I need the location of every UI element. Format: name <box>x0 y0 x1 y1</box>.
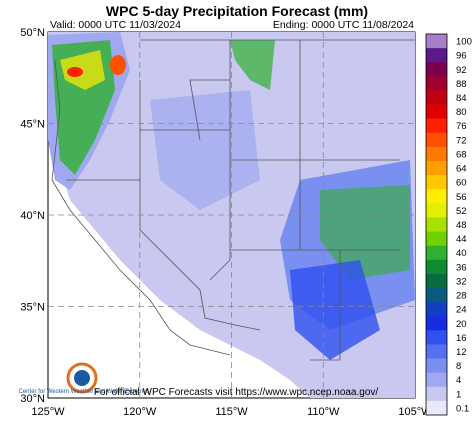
title: WPC 5-day Precipitation Forecast (mm) <box>106 3 368 19</box>
legend-label: 80 <box>456 107 467 118</box>
legend-swatch <box>426 118 447 134</box>
legend-swatch <box>426 344 447 359</box>
legend: 1009692888480767268646056524844403632282… <box>425 33 472 416</box>
legend-swatch <box>426 358 447 373</box>
legend-swatch <box>426 62 447 77</box>
legend-swatch <box>426 259 447 275</box>
legend-label: 48 <box>456 220 467 231</box>
lon-label: 105°W <box>398 406 432 418</box>
legend-swatch <box>426 175 447 190</box>
lat-label: 35°N <box>20 302 45 314</box>
legend-swatch <box>426 146 447 162</box>
legend-label: 96 <box>456 51 467 62</box>
legend-label: 68 <box>456 149 467 160</box>
lon-label: 125°W <box>31 406 65 418</box>
legend-label: 64 <box>456 164 467 175</box>
legend-swatch <box>426 372 447 388</box>
footer: For official WPC Forecasts visit https:/… <box>94 387 379 398</box>
legend-swatch <box>426 104 447 119</box>
legend-swatch <box>426 400 447 416</box>
legend-swatch <box>426 203 447 218</box>
legend-swatch <box>426 302 447 317</box>
ending-time: Ending: 0000 UTC 11/08/2024 <box>273 19 414 31</box>
legend-label: 4 <box>456 375 461 386</box>
legend-swatch <box>426 316 447 331</box>
legend-swatch <box>426 90 447 105</box>
legend-label: 76 <box>456 121 467 132</box>
legend-label: 0.1 <box>456 403 469 414</box>
legend-swatch <box>426 231 447 246</box>
legend-swatch <box>426 132 447 148</box>
lat-label: 50°N <box>20 27 45 39</box>
legend-label: 8 <box>456 361 461 372</box>
lon-label: 120°W <box>123 406 157 418</box>
legend-swatch <box>426 76 447 91</box>
legend-label: 28 <box>456 291 467 302</box>
legend-label: 72 <box>456 135 467 146</box>
lon-label: 110°W <box>307 406 340 418</box>
legend-label: 88 <box>456 79 467 90</box>
legend-label: 1 <box>456 389 461 400</box>
legend-swatch <box>426 161 447 176</box>
legend-label: 44 <box>456 234 467 245</box>
map: Center for Western Weather and Water Ext… <box>19 31 416 399</box>
legend-label: 24 <box>456 305 467 316</box>
legend-label: 60 <box>456 178 467 189</box>
legend-swatch <box>426 386 447 402</box>
legend-border <box>425 33 448 416</box>
logo-text: Center for Western Weather and Water Ext… <box>19 389 150 395</box>
legend-label: 36 <box>456 262 467 273</box>
legend-label: 52 <box>456 206 467 217</box>
legend-swatch <box>426 217 447 232</box>
lon-label: 115°W <box>215 406 248 418</box>
legend-swatch <box>426 245 447 261</box>
legend-label: 16 <box>456 333 467 344</box>
legend-swatch <box>426 330 447 345</box>
legend-label: 32 <box>456 276 467 287</box>
legend-label: 84 <box>456 93 467 104</box>
lat-label: 30°N <box>20 393 45 405</box>
legend-label: 40 <box>456 248 467 259</box>
lat-label: 40°N <box>20 210 45 222</box>
legend-swatch <box>426 273 447 289</box>
legend-label: 56 <box>456 192 467 203</box>
lat-label: 45°N <box>20 119 45 131</box>
legend-label: 20 <box>456 319 467 330</box>
legend-label: 12 <box>456 347 467 358</box>
legend-swatch <box>426 189 447 204</box>
legend-label: 92 <box>456 65 467 76</box>
legend-swatch <box>426 34 447 49</box>
legend-swatch <box>426 288 447 303</box>
legend-swatch <box>426 48 447 63</box>
valid-time: Valid: 0000 UTC 11/03/2024 <box>50 19 181 31</box>
legend-label: 100 <box>456 37 472 48</box>
